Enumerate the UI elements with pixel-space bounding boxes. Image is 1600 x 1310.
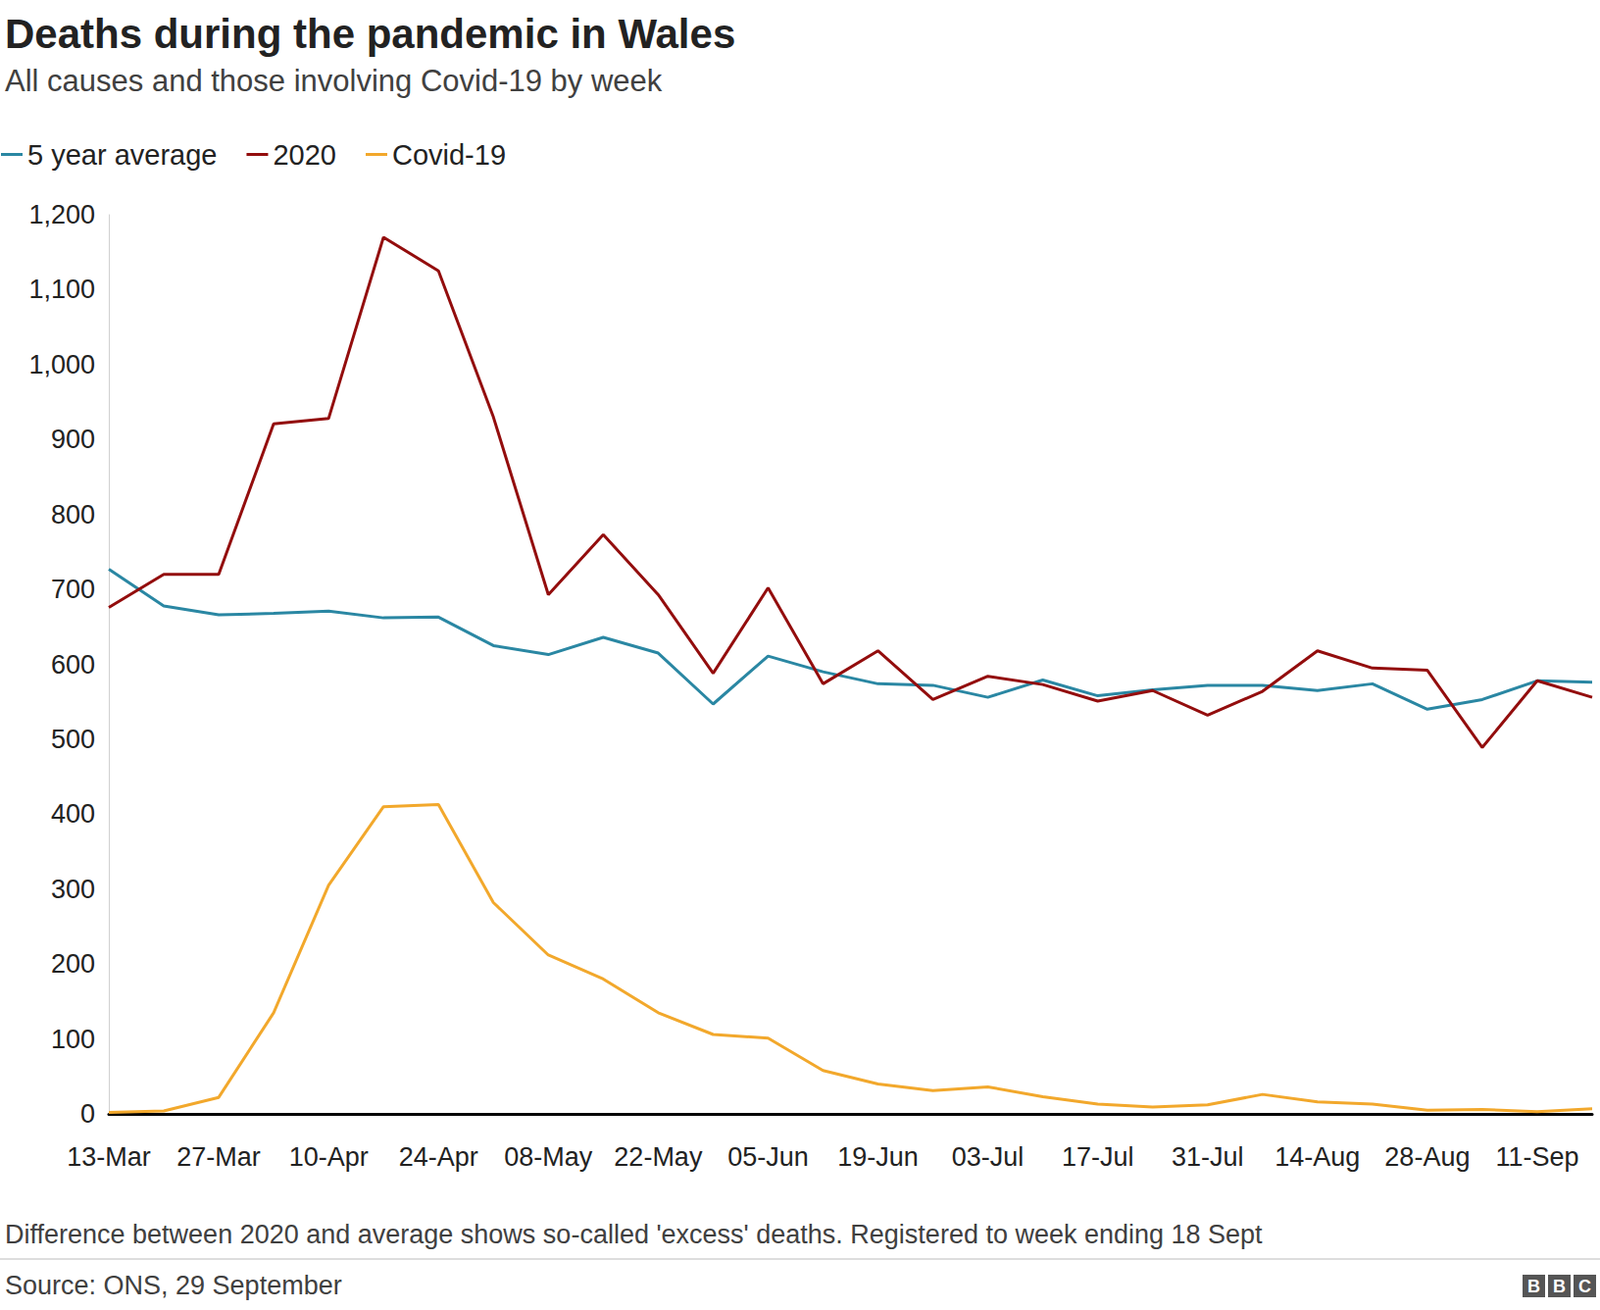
svg-text:300: 300 xyxy=(50,874,96,904)
svg-text:C: C xyxy=(1578,1276,1592,1297)
svg-text:22-May: 22-May xyxy=(613,1142,703,1172)
svg-text:0: 0 xyxy=(80,1099,96,1129)
svg-text:900: 900 xyxy=(50,424,96,454)
svg-text:05-Jun: 05-Jun xyxy=(727,1142,809,1172)
svg-text:100: 100 xyxy=(50,1024,96,1054)
svg-text:27-Mar: 27-Mar xyxy=(176,1142,261,1172)
svg-text:Difference between 2020 and av: Difference between 2020 and average show… xyxy=(4,1219,1263,1250)
svg-text:1,100: 1,100 xyxy=(28,274,96,304)
svg-text:1,000: 1,000 xyxy=(28,350,96,380)
svg-text:800: 800 xyxy=(50,500,96,530)
svg-text:Source: ONS, 29 September: Source: ONS, 29 September xyxy=(4,1270,343,1300)
svg-text:1,200: 1,200 xyxy=(28,200,96,230)
svg-text:Covid-19: Covid-19 xyxy=(392,139,506,171)
svg-text:B: B xyxy=(1527,1276,1541,1297)
svg-text:31-Jul: 31-Jul xyxy=(1171,1142,1245,1172)
svg-text:700: 700 xyxy=(50,574,96,604)
svg-text:Deaths during the pandemic in: Deaths during the pandemic in Wales xyxy=(4,10,736,57)
svg-text:03-Jul: 03-Jul xyxy=(951,1142,1025,1172)
svg-text:2020: 2020 xyxy=(272,139,337,171)
svg-text:All causes and those involving: All causes and those involving Covid-19 … xyxy=(4,63,663,99)
svg-text:28-Aug: 28-Aug xyxy=(1384,1142,1470,1172)
svg-text:14-Aug: 14-Aug xyxy=(1274,1142,1360,1172)
svg-text:400: 400 xyxy=(50,799,96,829)
svg-text:08-May: 08-May xyxy=(503,1142,594,1172)
svg-text:B: B xyxy=(1552,1276,1566,1297)
svg-text:600: 600 xyxy=(50,650,96,680)
svg-text:24-Apr: 24-Apr xyxy=(399,1142,479,1172)
svg-text:11-Sep: 11-Sep xyxy=(1495,1142,1579,1172)
svg-text:10-Apr: 10-Apr xyxy=(289,1142,369,1172)
svg-text:500: 500 xyxy=(50,724,96,754)
svg-text:19-Jun: 19-Jun xyxy=(837,1142,919,1172)
svg-text:17-Jul: 17-Jul xyxy=(1061,1142,1135,1172)
svg-text:200: 200 xyxy=(50,949,96,979)
svg-text:5 year average: 5 year average xyxy=(27,139,217,171)
svg-text:13-Mar: 13-Mar xyxy=(66,1142,151,1172)
